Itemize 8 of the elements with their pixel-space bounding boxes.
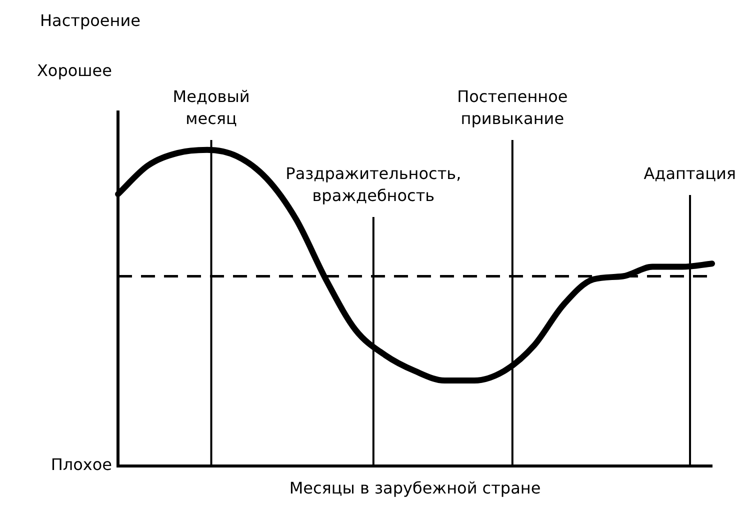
x-axis-title: Месяцы в зарубежной стране bbox=[289, 478, 541, 498]
text: Плохое bbox=[50, 454, 112, 474]
text: Постепенное привыкание bbox=[457, 87, 568, 128]
text: Хорошее bbox=[36, 61, 112, 80]
text: Настроение bbox=[40, 11, 140, 30]
annotation: Раздражительность, враждебность bbox=[286, 164, 462, 206]
annotation: Адаптация bbox=[644, 164, 736, 184]
text: Медовый месяц bbox=[172, 87, 250, 128]
